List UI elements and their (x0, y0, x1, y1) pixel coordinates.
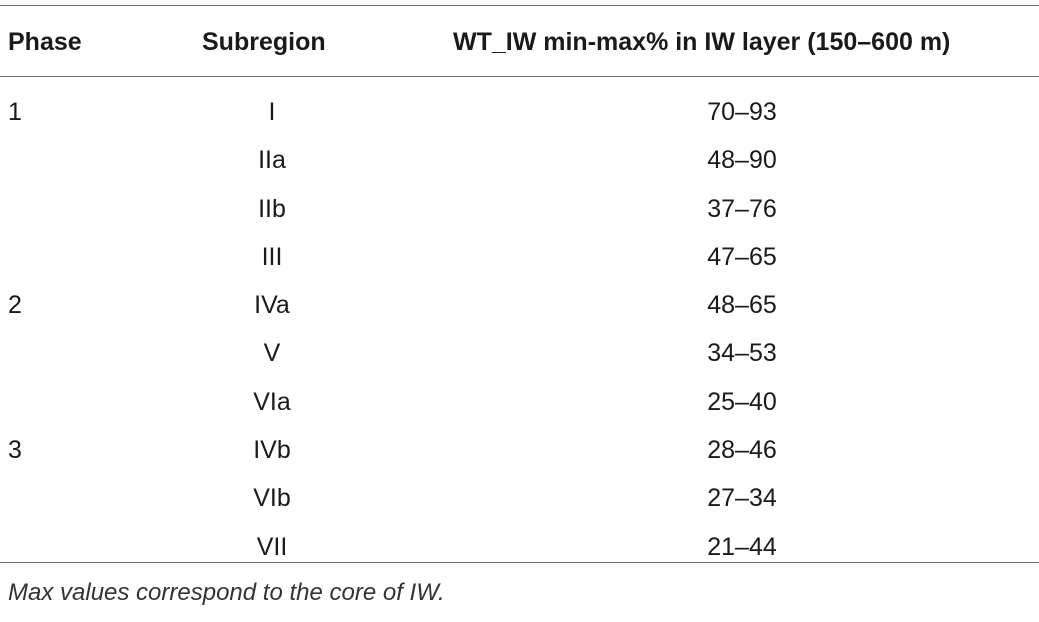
top-rule (0, 5, 1039, 6)
header-rule (0, 76, 1039, 77)
header-value: WT_IW min-max% in IW layer (150–600 m) (453, 28, 951, 56)
table-row: 2 IVa 48–65 (0, 281, 1039, 329)
cell-phase: 3 (8, 436, 22, 465)
table-row: VIa 25–40 (0, 378, 1039, 426)
cell-subregion-text: IIa (258, 146, 286, 175)
cell-subregion-text: VIa (253, 387, 291, 416)
table-row: VIb 27–34 (0, 474, 1039, 522)
table-row: IIa 48–90 (0, 136, 1039, 184)
cell-subregion-text: IIb (258, 194, 286, 223)
cell-value-text: 27–34 (707, 484, 777, 513)
cell-phase: 2 (8, 291, 22, 320)
cell-value-text: 25–40 (707, 387, 777, 416)
cell-subregion-text: V (263, 339, 281, 368)
cell-value-text: 48–65 (707, 291, 777, 320)
table-body: 1 I 70–93 IIa 48–90 IIb 37–76 III 47–65 … (0, 88, 1039, 571)
cell-value-text: 48–90 (707, 146, 777, 175)
table-row: IIb 37–76 (0, 185, 1039, 233)
header-subregion: Subregion (202, 28, 326, 56)
table-row: VII 21–44 (0, 523, 1039, 571)
cell-value-text: 70–93 (707, 98, 777, 126)
cell-value-text: 21–44 (707, 532, 777, 561)
cell-value-text: 37–76 (707, 194, 777, 223)
table-row: III 47–65 (0, 233, 1039, 281)
header-phase: Phase (8, 28, 82, 56)
cell-subregion-text: VII (256, 532, 288, 561)
table-row: V 34–53 (0, 329, 1039, 377)
table-row: 1 I 70–93 (0, 88, 1039, 136)
cell-value-text: 34–53 (707, 339, 777, 368)
table-footnote: Max values correspond to the core of IW. (8, 579, 445, 606)
cell-subregion-text: III (261, 242, 283, 271)
cell-subregion-text: VIb (253, 484, 291, 513)
cell-value-text: 28–46 (707, 436, 777, 465)
cell-subregion-text: I (268, 98, 276, 126)
table-row: 3 IVb 28–46 (0, 426, 1039, 474)
cell-subregion-text: IVb (253, 436, 291, 465)
cell-phase: 1 (8, 98, 22, 126)
cell-value-text: 47–65 (707, 242, 777, 271)
cell-subregion-text: IVa (254, 291, 290, 320)
bottom-rule (0, 562, 1039, 563)
